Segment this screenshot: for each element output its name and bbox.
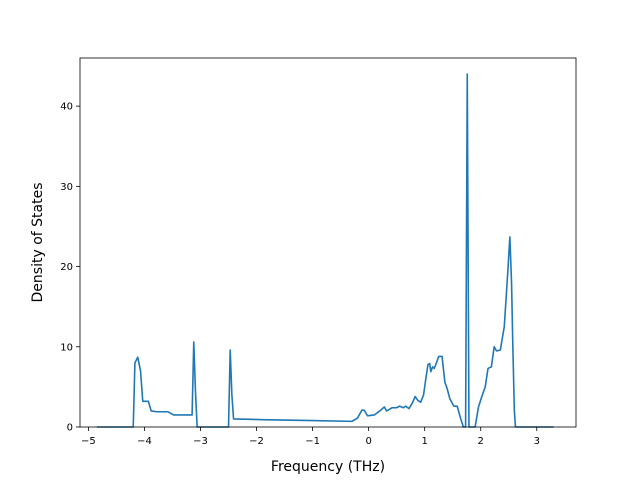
y-tick-label: 20 bbox=[60, 262, 73, 273]
x-tick-label: −4 bbox=[137, 436, 152, 447]
y-tick-label: 10 bbox=[60, 342, 73, 353]
y-axis-label: Density of States bbox=[30, 183, 46, 303]
x-tick-label: 2 bbox=[478, 436, 484, 447]
y-tick-label: 0 bbox=[67, 423, 73, 434]
x-axis-label: Frequency (THz) bbox=[271, 459, 385, 475]
y-axis-ticks: 0 10 20 30 40 bbox=[60, 102, 80, 434]
x-tick-label: 0 bbox=[365, 436, 371, 447]
x-tick-label: 3 bbox=[534, 436, 540, 447]
x-tick-label: −2 bbox=[249, 436, 264, 447]
plot-frame bbox=[79, 57, 577, 428]
series-line-0 bbox=[96, 73, 554, 428]
x-axis-ticks: −5 −4 −3 −2 −1 0 1 2 3 bbox=[81, 427, 540, 447]
series-layer bbox=[96, 73, 554, 428]
y-tick-label: 30 bbox=[60, 182, 73, 193]
x-tick-label: −3 bbox=[193, 436, 208, 447]
x-tick-label: −1 bbox=[305, 436, 320, 447]
plot-area bbox=[80, 58, 576, 427]
x-tick-label: −5 bbox=[81, 436, 96, 447]
y-tick-label: 40 bbox=[60, 102, 73, 113]
x-tick-label: 1 bbox=[421, 436, 427, 447]
